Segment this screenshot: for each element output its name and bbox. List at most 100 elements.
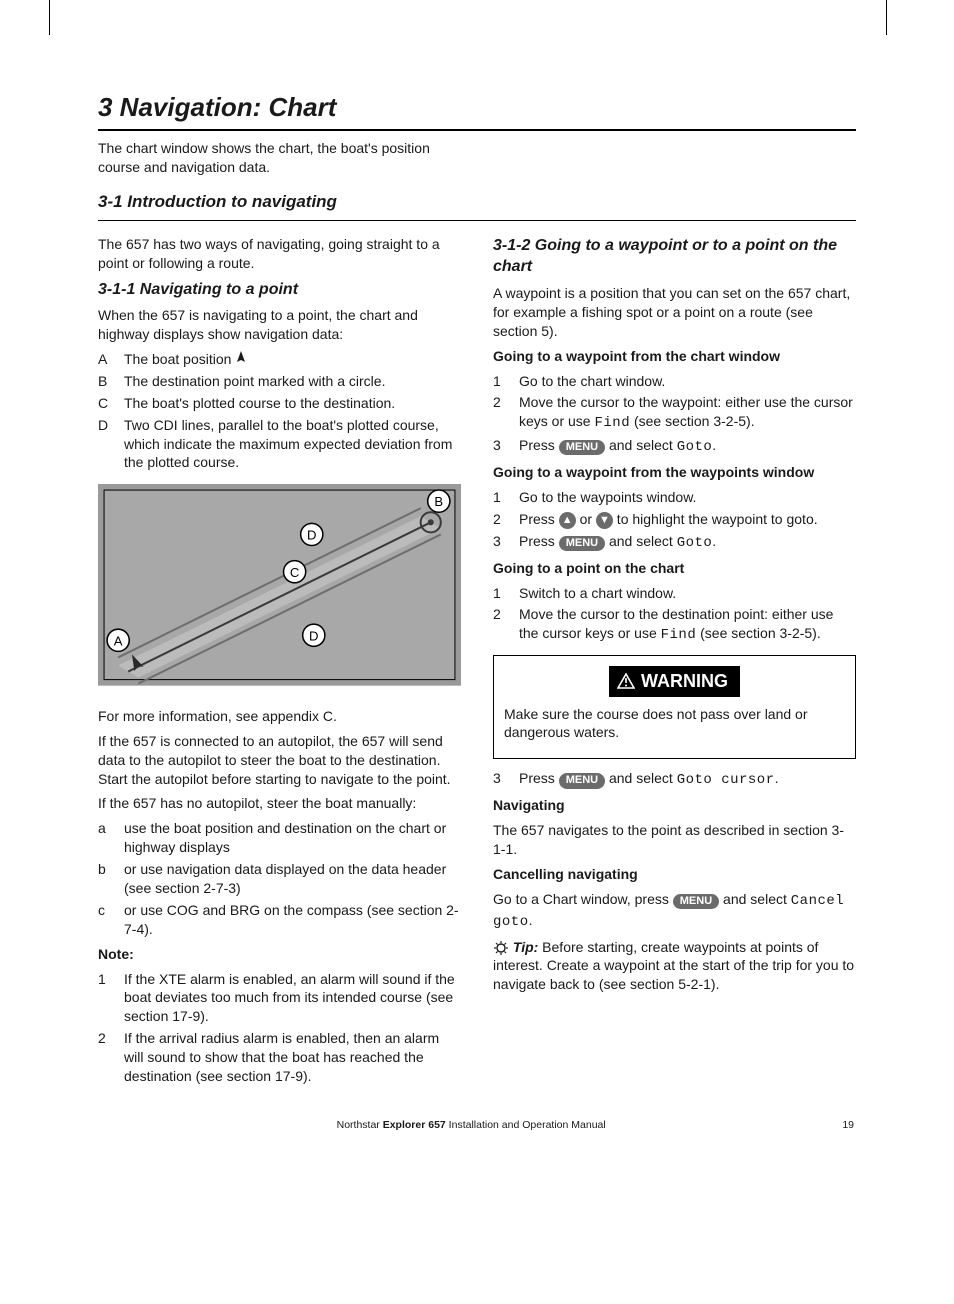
tip-label: Tip: xyxy=(513,939,538,955)
arrow-down-icon: ▼ xyxy=(596,512,613,529)
list-chart-window: 1Go to the chart window. 2Move the cursor… xyxy=(493,372,856,458)
list-marker: 2 xyxy=(493,393,519,433)
list-body: Press MENU and select Goto. xyxy=(519,436,856,457)
list-marker: 3 xyxy=(493,532,519,553)
list-marker: 1 xyxy=(493,584,519,603)
rule xyxy=(98,220,856,221)
list-marker: 2 xyxy=(493,510,519,529)
heading-3-1-2: 3-1-2 Going to a waypoint or to a point … xyxy=(493,235,856,278)
list-item: 1Go to the waypoints window. xyxy=(493,488,856,507)
code-text: Goto xyxy=(677,535,713,551)
list-marker: 2 xyxy=(98,1029,124,1086)
arrow-up-icon: ▲ xyxy=(559,512,576,529)
list-item: cor use COG and BRG on the compass (see … xyxy=(98,901,461,939)
page-footer: Northstar Explorer 657 Installation and … xyxy=(98,1118,856,1132)
svg-text:A: A xyxy=(114,634,123,649)
list-body: Switch to a chart window. xyxy=(519,584,856,603)
heading-3-1-1: 3-1-1 Navigating to a point xyxy=(98,279,461,301)
letter-list: AThe boat position BThe destination poin… xyxy=(98,350,461,472)
list-marker: B xyxy=(98,372,124,391)
note-list: 1If the XTE alarm is enabled, an alarm w… xyxy=(98,970,461,1086)
menu-button-icon: MENU xyxy=(673,894,719,909)
heading-cancel: Cancelling navigating xyxy=(493,865,856,884)
heading-navigating: Navigating xyxy=(493,796,856,815)
lightbulb-icon xyxy=(493,940,509,956)
footer-title: Northstar Explorer 657 Installation and … xyxy=(100,1118,842,1132)
page-number: 19 xyxy=(842,1118,854,1132)
svg-text:C: C xyxy=(290,565,299,580)
code-text: Goto xyxy=(677,439,713,455)
list-marker: 3 xyxy=(493,436,519,457)
menu-button-icon: MENU xyxy=(559,773,605,788)
boat-icon xyxy=(235,350,247,364)
list-item: 1Switch to a chart window. xyxy=(493,584,856,603)
list-body: Go to the waypoints window. xyxy=(519,488,856,507)
list-point-chart: 1Switch to a chart window. 2Move the curs… xyxy=(493,584,856,646)
list-item: BThe destination point marked with a cir… xyxy=(98,372,461,391)
list-item: CThe boat's plotted course to the destin… xyxy=(98,394,461,413)
menu-button-icon: MENU xyxy=(559,536,605,551)
list-item: 2Press ▲ or ▼ to highlight the waypoint … xyxy=(493,510,856,529)
menu-button-icon: MENU xyxy=(559,440,605,455)
list-point-chart-after: 3Press MENU and select Goto cursor. xyxy=(493,769,856,790)
list-body: Two CDI lines, parallel to the boat's pl… xyxy=(124,416,461,473)
list-marker: C xyxy=(98,394,124,413)
warning-body: Make sure the course does not pass over … xyxy=(504,705,845,743)
footer-product: Explorer 657 xyxy=(383,1119,446,1131)
list-marker: a xyxy=(98,819,124,857)
list-item: AThe boat position xyxy=(98,350,461,369)
list-body: Press ▲ or ▼ to highlight the waypoint t… xyxy=(519,510,856,529)
list-wp-window: 1Go to the waypoints window.2Press ▲ or … xyxy=(493,488,856,553)
tip-text: Before starting, create waypoints at poi… xyxy=(493,939,854,993)
code-text: Find xyxy=(594,415,630,431)
list-marker: 1 xyxy=(98,970,124,1027)
list-marker: c xyxy=(98,901,124,939)
list-body: The boat's plotted course to the destina… xyxy=(124,394,461,413)
note-label: Note: xyxy=(98,945,461,964)
warning-text-label: WARNING xyxy=(641,669,728,693)
list-item: ause the boat position and destination o… xyxy=(98,819,461,857)
list-body: If the XTE alarm is enabled, an alarm wi… xyxy=(124,970,461,1027)
para-navigating: The 657 navigates to the point as descri… xyxy=(493,821,856,859)
footer-suffix: Installation and Operation Manual xyxy=(446,1119,606,1131)
list-body: use the boat position and destination on… xyxy=(124,819,461,857)
code-text: Goto cursor xyxy=(677,772,775,788)
list-marker: D xyxy=(98,416,124,473)
tip-paragraph: Tip: Before starting, create waypoints a… xyxy=(493,938,856,995)
list-item: 1Go to the chart window. xyxy=(493,372,856,391)
list-item: 3Press MENU and select Goto cursor. xyxy=(493,769,856,790)
list-item: bor use navigation data displayed on the… xyxy=(98,860,461,898)
list-item: 2Move the cursor to the waypoint: either… xyxy=(493,393,856,433)
chart-diagram: B D C D A xyxy=(98,484,461,686)
list-item: 3Press MENU and select Goto. xyxy=(493,436,856,457)
heading-3-1: 3-1 Introduction to navigating xyxy=(98,191,856,214)
crop-marks xyxy=(0,0,954,60)
list-body: The boat position xyxy=(124,350,461,369)
list-marker: 2 xyxy=(493,605,519,645)
code-text: Find xyxy=(661,627,697,643)
list-item: 2Move the cursor to the destination poin… xyxy=(493,605,856,645)
list-item: DTwo CDI lines, parallel to the boat's p… xyxy=(98,416,461,473)
list-marker: 1 xyxy=(493,488,519,507)
left-column: The 657 has two ways of navigating, goin… xyxy=(98,229,461,1090)
right-column: 3-1-2 Going to a waypoint or to a point … xyxy=(493,229,856,1090)
heading-wp-window: Going to a waypoint from the waypoints w… xyxy=(493,463,856,482)
list-body: Press MENU and select Goto. xyxy=(519,532,856,553)
warning-triangle-icon xyxy=(617,673,635,689)
list-body: Press MENU and select Goto cursor. xyxy=(519,769,856,790)
letter-list-lower: ause the boat position and destination o… xyxy=(98,819,461,938)
intro-text: The chart window shows the chart, the bo… xyxy=(98,139,458,177)
code-text: Cancel goto xyxy=(493,893,844,930)
svg-text:B: B xyxy=(434,494,443,509)
footer-prefix: Northstar xyxy=(337,1119,383,1131)
list-item: 3Press MENU and select Goto. xyxy=(493,532,856,553)
para-no-autopilot: If the 657 has no autopilot, steer the b… xyxy=(98,794,461,813)
para-3-1: The 657 has two ways of navigating, goin… xyxy=(98,235,461,273)
heading-point-chart: Going to a point on the chart xyxy=(493,559,856,578)
svg-text:D: D xyxy=(309,629,318,644)
section-title: 3 Navigation: Chart xyxy=(98,90,856,131)
warning-box: WARNING Make sure the course does not pa… xyxy=(493,655,856,759)
para-cancel: Go to a Chart window, press MENU and sel… xyxy=(493,890,856,932)
warning-label: WARNING xyxy=(609,666,740,696)
list-marker: b xyxy=(98,860,124,898)
